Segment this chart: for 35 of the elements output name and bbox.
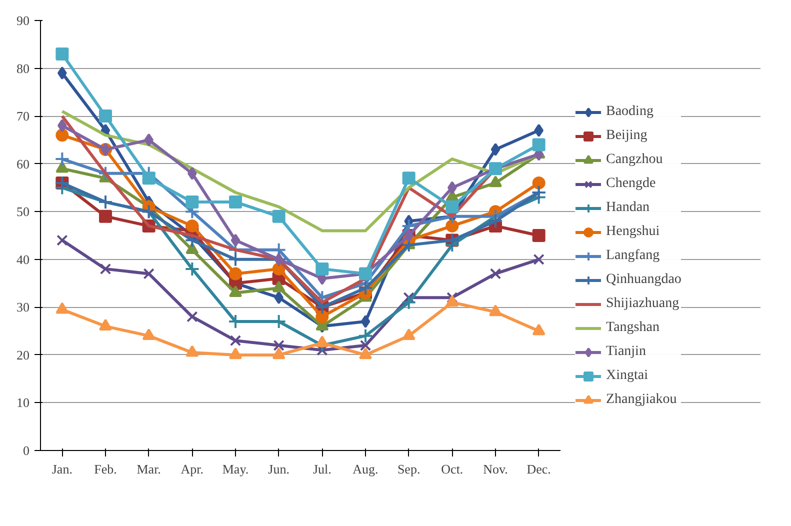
legend-label: Chengde (606, 176, 656, 192)
legend-label: Handan (606, 200, 650, 216)
x-tick-label: Sep. (397, 462, 420, 476)
x-tick-label: Jun. (268, 462, 290, 476)
x-tick-label: Aug. (352, 462, 378, 476)
y-tick-label: 80 (16, 60, 30, 76)
legend-label: Beijing (606, 128, 648, 144)
legend-label: Xingtai (606, 368, 648, 384)
legend-label: Zhangjiakou (606, 392, 677, 408)
legend-label: Hengshui (606, 224, 660, 240)
x-tick-label: Mar. (136, 462, 161, 476)
y-tick-label: 60 (16, 156, 30, 172)
legend-label: Qinhuangdao (606, 272, 682, 288)
legend-label: Tangshan (606, 320, 660, 336)
legend-label: Langfang (606, 248, 660, 264)
x-tick-label: Jul. (312, 462, 332, 476)
x-tick-label: Oct. (441, 462, 464, 476)
x-tick-label: May. (222, 462, 249, 476)
x-tick-label: Apr. (180, 462, 204, 476)
y-tick-label: 50 (16, 204, 30, 220)
y-tick-label: 0 (23, 443, 30, 458)
x-tick-label: Nov. (483, 462, 508, 476)
legend-label: Tianjin (606, 344, 646, 360)
y-tick-label: 30 (16, 300, 30, 315)
legend-label: Baoding (606, 104, 654, 120)
y-tick-label: 90 (16, 13, 30, 28)
y-tick-label: 20 (16, 347, 30, 362)
legend-label: Cangzhou (606, 152, 663, 168)
x-tick-label: Dec. (526, 462, 551, 476)
x-tick-label: Jan. (52, 462, 72, 476)
y-tick-label: 40 (16, 252, 30, 267)
y-tick-label: 10 (16, 395, 30, 410)
y-tick-label: 70 (16, 108, 30, 124)
legend-label: Shijiazhuang (606, 296, 680, 312)
x-tick-label: Feb. (94, 462, 117, 476)
